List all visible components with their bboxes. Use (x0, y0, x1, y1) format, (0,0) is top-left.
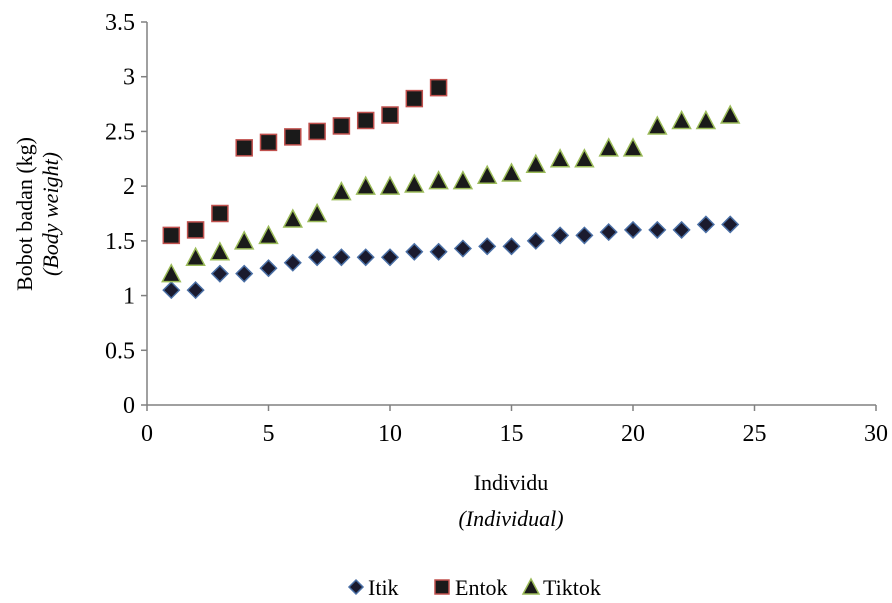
legend-item-itik: Itik (347, 575, 399, 600)
data-point-entok (235, 139, 253, 157)
x-axis-title: Individu (474, 470, 549, 495)
data-point-entok (308, 122, 326, 141)
data-point-itik (429, 242, 448, 261)
data-point-itik (648, 220, 667, 239)
axes (146, 22, 876, 406)
y-tick-label: 0 (123, 393, 135, 419)
x-tick-label: 10 (378, 421, 402, 447)
data-point-tiktok (161, 263, 182, 283)
y-tick-label: 1.5 (105, 229, 135, 255)
data-point-itik (478, 237, 497, 256)
data-point-itik (696, 215, 715, 234)
x-tick-label: 5 (263, 421, 275, 447)
data-point-itik (575, 226, 594, 245)
data-point-tiktok (476, 164, 498, 184)
data-point-itik (623, 220, 643, 239)
data-point-itik (259, 259, 278, 278)
data-point-tiktok (233, 230, 255, 250)
data-point-itik (308, 248, 327, 267)
data-point-itik (526, 231, 545, 250)
legend-marker-triangle (521, 577, 541, 595)
series-itik (162, 215, 740, 300)
data-point-tiktok (404, 173, 425, 193)
data-point-tiktok (574, 148, 595, 168)
data-point-entok (429, 78, 448, 97)
data-points (161, 78, 741, 300)
data-point-itik (283, 253, 302, 272)
y-tick-label: 3 (123, 65, 135, 91)
data-point-itik (210, 264, 229, 283)
y-tick-label: 2 (123, 174, 135, 200)
legend-item-entok: Entok (434, 575, 508, 600)
data-point-itik (332, 248, 351, 267)
data-point-itik (235, 264, 254, 283)
legend-marker-square (434, 579, 450, 595)
x-axis-title-italic: (Individual) (458, 506, 563, 531)
data-point-entok (356, 111, 375, 130)
data-point-tiktok (525, 153, 547, 174)
x-tick-label: 25 (743, 421, 767, 447)
legend-label-itik: Itik (368, 575, 399, 600)
series-entok (162, 78, 448, 245)
data-point-tiktok (306, 202, 328, 223)
data-point-tiktok (695, 109, 717, 130)
data-point-itik (502, 237, 521, 256)
data-point-itik (162, 281, 181, 300)
legend-marker-diamond (347, 578, 365, 596)
data-point-tiktok (719, 104, 741, 124)
x-tick-label: 20 (621, 421, 645, 447)
data-point-tiktok (501, 162, 522, 182)
data-point-itik (380, 248, 400, 267)
data-point-tiktok (598, 137, 619, 157)
data-point-tiktok (209, 241, 231, 261)
y-tick-label: 1 (123, 284, 135, 310)
data-point-tiktok (331, 181, 352, 201)
data-point-itik (551, 226, 570, 245)
data-point-itik (721, 215, 740, 234)
y-tick-label: 2.5 (105, 119, 135, 145)
data-point-itik (356, 248, 375, 267)
data-point-tiktok (355, 175, 376, 195)
data-point-entok (259, 133, 278, 152)
data-point-entok (332, 117, 351, 135)
series-tiktok (161, 104, 741, 283)
y-axis-title: Bobot badan (kg) (12, 137, 37, 291)
data-point-itik (186, 281, 205, 300)
data-point-entok (405, 89, 424, 108)
data-point-tiktok (622, 137, 644, 157)
data-point-entok (211, 204, 229, 223)
x-tick-label: 0 (141, 421, 153, 447)
data-point-tiktok (647, 115, 668, 135)
data-point-tiktok (671, 109, 692, 130)
legend-label-tiktok: Tiktok (543, 575, 601, 600)
data-point-entok (186, 221, 205, 239)
data-point-entok (162, 226, 181, 245)
data-point-itik (405, 242, 424, 261)
x-tick-label: 15 (500, 421, 524, 447)
data-point-tiktok (258, 224, 279, 245)
data-point-entok (284, 128, 302, 146)
data-point-tiktok (379, 175, 401, 195)
data-point-tiktok (549, 148, 571, 168)
tick-group: 0 5 10 15 20 25 30 0 0.5 1 1.5 2 2.5 3 3.5 (105, 10, 888, 447)
data-point-tiktok (452, 170, 474, 190)
legend: Itik Entok Tiktok (347, 575, 601, 600)
x-tick-label: 30 (864, 421, 888, 447)
y-tick-label: 0.5 (105, 338, 135, 364)
data-point-tiktok (185, 246, 206, 267)
legend-label-entok: Entok (455, 575, 508, 600)
data-point-entok (381, 106, 399, 124)
y-tick-label: 3.5 (105, 10, 135, 36)
data-point-itik (599, 223, 618, 242)
data-point-tiktok (282, 208, 304, 228)
data-point-itik (672, 220, 691, 239)
data-point-itik (453, 239, 472, 258)
legend-item-tiktok: Tiktok (521, 575, 601, 600)
data-point-tiktok (428, 170, 449, 190)
y-axis-title-italic: (Body weight) (38, 152, 63, 276)
